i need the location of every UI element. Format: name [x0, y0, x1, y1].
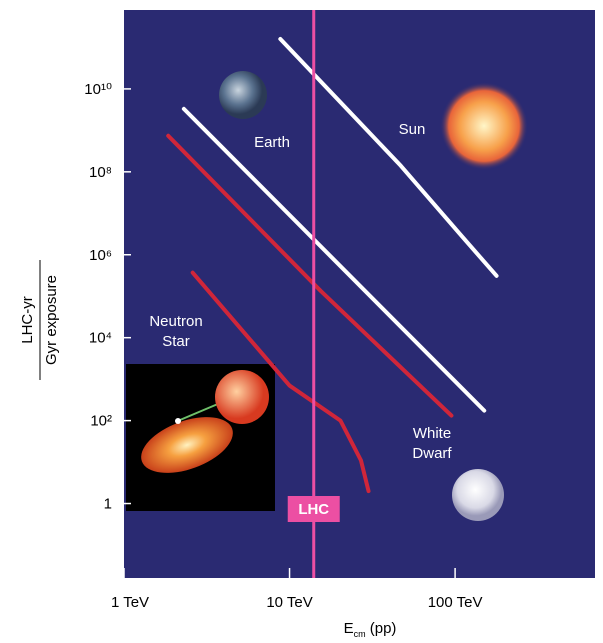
x-tick-label: 10 TeV — [266, 594, 312, 611]
lhc-label: LHC — [298, 501, 329, 518]
y-tick-label: 10⁶ — [89, 247, 112, 264]
annotation: Earth — [254, 134, 290, 151]
y-label-numerator: LHC-yr — [19, 296, 36, 344]
sun-image — [440, 82, 528, 170]
y-tick-label: 1 — [104, 496, 112, 513]
neutron-star-image — [126, 364, 275, 511]
annotation: Sun — [399, 121, 426, 138]
annotation: Neutron — [149, 313, 202, 330]
x-tick-label: 1 TeV — [111, 594, 149, 611]
y-tick-label: 10⁸ — [89, 164, 112, 181]
annotation: Dwarf — [412, 445, 452, 462]
y-tick-label: 10⁴ — [89, 330, 112, 347]
annotation: Star — [162, 333, 190, 350]
annotation: White — [413, 425, 451, 442]
x-label-subscript: cm — [354, 629, 366, 639]
x-axis-label: Ecm (pp) — [344, 620, 397, 639]
x-tick-label: 100 TeV — [428, 594, 483, 611]
chart: Ecm (pp) LHC-yr Gyr exposure 1 10² 10⁴ 10⁶ 1… — [0, 0, 603, 643]
y-label-denominator: Gyr exposure — [43, 275, 60, 365]
x-label-rest: (pp) — [366, 620, 397, 637]
white-dwarf-image — [452, 469, 504, 521]
y-axis-label: LHC-yr Gyr exposure — [19, 260, 60, 380]
y-tick-label: 10² — [90, 413, 112, 430]
earth-image — [219, 71, 267, 119]
y-tick-label: 10¹⁰ — [84, 81, 112, 98]
x-label-main: E — [344, 620, 354, 637]
